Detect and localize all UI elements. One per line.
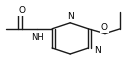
Text: NH: NH bbox=[31, 33, 44, 42]
Text: N: N bbox=[94, 46, 101, 55]
Text: O: O bbox=[18, 6, 25, 15]
Text: N: N bbox=[67, 12, 74, 21]
Text: O: O bbox=[101, 23, 108, 32]
